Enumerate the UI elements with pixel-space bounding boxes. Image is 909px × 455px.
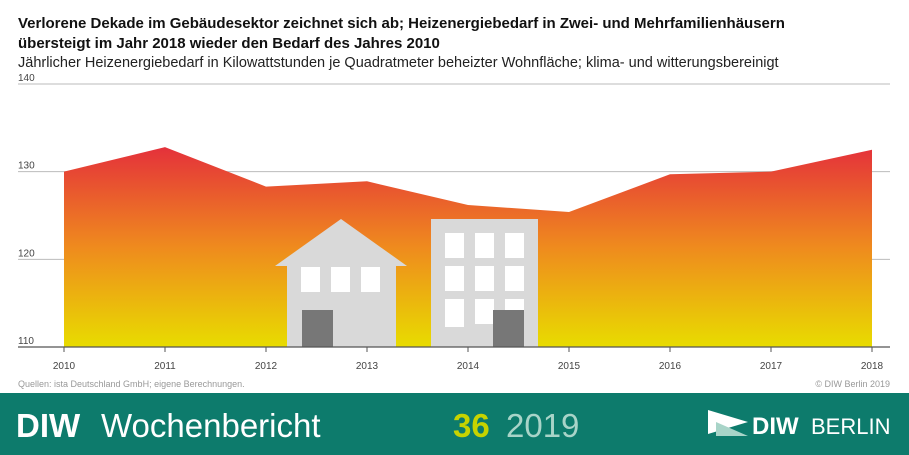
chart-title: übersteigt im Jahr 2018 wieder den Bedar…	[18, 35, 440, 52]
x-tick-label: 2013	[356, 361, 379, 372]
x-tick-label: 2010	[53, 361, 76, 372]
y-tick-label: 140	[18, 73, 35, 84]
chart-subtitle: Jährlicher Heizenergiebedarf in Kilowatt…	[18, 55, 779, 71]
x-tick-label: 2018	[861, 361, 884, 372]
source-note: Quellen: ista Deutschland GmbH; eigene B…	[18, 379, 245, 389]
y-tick-label: 130	[18, 161, 35, 172]
footer-band	[0, 393, 909, 455]
y-tick-label: 110	[18, 336, 34, 347]
x-tick-label: 2015	[558, 361, 581, 372]
footer-publication: Wochenbericht	[101, 407, 321, 444]
logo: DIW BERLIN	[708, 410, 890, 440]
x-tick-label: 2011	[154, 361, 176, 372]
logo-text: BERLIN	[811, 414, 890, 439]
x-tick-label: 2014	[457, 361, 480, 372]
illustration	[275, 219, 538, 347]
copyright: © DIW Berlin 2019	[815, 379, 890, 389]
footer-brand: DIW	[16, 407, 81, 444]
footer-year: 2019	[506, 407, 579, 444]
x-tick-label: 2017	[760, 361, 783, 372]
y-tick-label: 120	[18, 248, 35, 259]
chart-title: Verlorene Dekade im Gebäudesektor zeichn…	[18, 15, 785, 32]
logo-text: DIW	[752, 413, 799, 440]
x-tick-label: 2012	[255, 361, 278, 372]
x-tick-label: 2016	[659, 361, 682, 372]
footer-issue: 36	[453, 407, 490, 444]
